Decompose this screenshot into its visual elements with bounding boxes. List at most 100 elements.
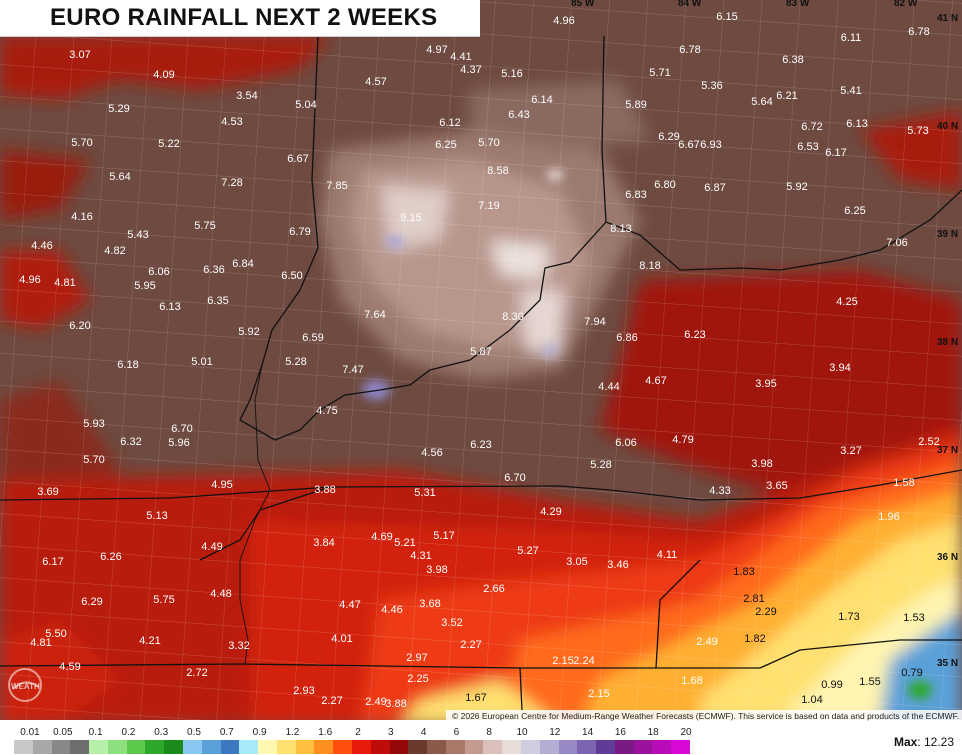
rainfall-value: 6.29 bbox=[81, 596, 102, 608]
rainfall-value: 1.67 bbox=[465, 692, 486, 704]
rainfall-value: 4.21 bbox=[139, 635, 160, 647]
rainfall-value: 5.70 bbox=[71, 137, 92, 149]
river-lines bbox=[239, 364, 271, 665]
legend-swatch bbox=[333, 740, 353, 754]
legend-tick-label: 0.1 bbox=[88, 727, 103, 738]
rainfall-value: 5.64 bbox=[109, 171, 130, 183]
legend-swatch bbox=[107, 740, 128, 754]
rainfall-value: 5.01 bbox=[191, 356, 212, 368]
rainfall-value: 4.49 bbox=[201, 541, 222, 553]
rainfall-value: 6.13 bbox=[159, 301, 180, 313]
rainfall-value: 6.26 bbox=[100, 551, 121, 563]
rainfall-value: 5.13 bbox=[146, 510, 167, 522]
rainfall-value: 6.06 bbox=[148, 266, 169, 278]
lat-label-38: 38 N bbox=[937, 337, 958, 348]
lat-label-36: 36 N bbox=[937, 552, 958, 563]
rainfall-value: 4.48 bbox=[210, 588, 231, 600]
rainfall-value: 1.82 bbox=[744, 633, 765, 645]
rainfall-value: 4.79 bbox=[672, 434, 693, 446]
legend-swatch bbox=[671, 740, 691, 754]
legend-swatch bbox=[89, 740, 109, 754]
legend-swatch bbox=[295, 740, 315, 754]
rainfall-value: 4.69 bbox=[371, 531, 392, 543]
rainfall-value: 5.75 bbox=[194, 220, 215, 232]
rainfall-value: 1.83 bbox=[733, 566, 754, 578]
rainfall-value: 5.73 bbox=[907, 125, 928, 137]
rainfall-value: 5.17 bbox=[433, 530, 454, 542]
legend-tick-label: 16 bbox=[614, 727, 626, 738]
latitude-labels: 41 N 40 N 39 N 38 N 37 N 36 N 35 N bbox=[937, 13, 958, 669]
rainfall-value: 2.15 bbox=[588, 688, 609, 700]
rainfall-value: 3.52 bbox=[441, 617, 462, 629]
rainfall-value: 6.29 bbox=[658, 131, 679, 143]
rainfall-value: 3.88 bbox=[314, 484, 335, 496]
rainfall-value: 2.24 bbox=[573, 655, 594, 667]
rainfall-value: 2.15 bbox=[552, 655, 573, 667]
legend-swatch bbox=[352, 740, 372, 754]
rainfall-value: 5.93 bbox=[83, 418, 104, 430]
rainfall-value: 6.87 bbox=[704, 182, 725, 194]
legend-swatch bbox=[483, 740, 503, 754]
lat-label-35: 35 N bbox=[937, 658, 958, 669]
lon-label-84: 84 W bbox=[678, 0, 702, 9]
legend-swatch bbox=[539, 740, 560, 754]
rainfall-value: 2.66 bbox=[483, 583, 504, 595]
rainfall-value: 3.46 bbox=[607, 559, 628, 571]
legend-swatch bbox=[126, 740, 146, 754]
rainfall-value: 7.47 bbox=[342, 364, 363, 376]
legend-tick-label: 14 bbox=[582, 727, 594, 738]
rainfall-value: 7.94 bbox=[584, 316, 605, 328]
max-value: : 12.23 bbox=[917, 735, 954, 749]
legend-tick-label: 18 bbox=[647, 727, 659, 738]
longitude-labels: 85 W 84 W 83 W 82 W bbox=[571, 0, 918, 9]
rainfall-value: 2.93 bbox=[293, 685, 314, 697]
legend-swatch bbox=[445, 740, 466, 754]
rainfall-value: 4.75 bbox=[316, 405, 337, 417]
legend-tick-label: 0.5 bbox=[187, 727, 201, 738]
lon-label-83: 83 W bbox=[786, 0, 810, 9]
rainfall-value: 6.06 bbox=[615, 437, 636, 449]
legend-swatch bbox=[614, 740, 635, 754]
map-title: EURO RAINFALL NEXT 2 WEEKS bbox=[50, 4, 438, 31]
rainfall-value: 3.05 bbox=[566, 556, 587, 568]
rainfall-value: 1.68 bbox=[681, 675, 702, 687]
rainfall-value: 5.16 bbox=[501, 68, 522, 80]
legend-tick-label: 0.05 bbox=[53, 727, 73, 738]
rainfall-value: 3.68 bbox=[419, 598, 440, 610]
legend-swatch bbox=[427, 740, 447, 754]
rainfall-values: 3.07 4.09 3.54 5.04 4.57 4.974.414.37 5.16 4.96… bbox=[19, 11, 939, 710]
legend-swatch bbox=[502, 740, 522, 754]
rainfall-value: 6.35 bbox=[207, 295, 228, 307]
rainfall-value: 5.50 bbox=[45, 628, 66, 640]
legend-swatch bbox=[596, 740, 616, 754]
rainfall-value: 6.14 bbox=[531, 94, 552, 106]
rainfall-value: 5.04 bbox=[295, 99, 316, 111]
rainfall-value: 4.09 bbox=[153, 69, 174, 81]
legend-swatch bbox=[464, 740, 484, 754]
rainfall-value: 4.53 bbox=[221, 116, 242, 128]
rainfall-value: 6.53 bbox=[797, 141, 818, 153]
legend-swatch bbox=[239, 740, 259, 754]
lon-label-82: 82 W bbox=[894, 0, 918, 9]
state-borders bbox=[0, 35, 962, 711]
county-lines bbox=[0, 0, 962, 725]
legend-swatch bbox=[32, 740, 53, 754]
legend-swatch bbox=[558, 740, 578, 754]
legend-swatch bbox=[258, 740, 278, 754]
legend-tick-label: 6 bbox=[453, 727, 460, 738]
rainfall-value: 6.67 bbox=[678, 139, 699, 151]
rainfall-value: 2.27 bbox=[321, 695, 342, 707]
legend-swatch bbox=[521, 740, 541, 754]
rainfall-value: 7.85 bbox=[326, 180, 347, 192]
rainfall-value: 4.67 bbox=[645, 375, 666, 387]
rainfall-value: 4.96 bbox=[19, 274, 40, 286]
rainfall-value: 3.88 bbox=[385, 698, 406, 710]
rainfall-value: 7.64 bbox=[364, 309, 385, 321]
rainfall-value: 4.46 bbox=[31, 240, 52, 252]
rainfall-value: 2.27 bbox=[460, 639, 481, 651]
rainfall-value: 5.22 bbox=[158, 138, 179, 150]
ecmwf-credit: © 2026 European Centre for Medium-Range … bbox=[446, 710, 962, 723]
legend-swatch bbox=[201, 740, 222, 754]
rainfall-value: 6.23 bbox=[470, 439, 491, 451]
legend-swatch bbox=[389, 740, 409, 754]
